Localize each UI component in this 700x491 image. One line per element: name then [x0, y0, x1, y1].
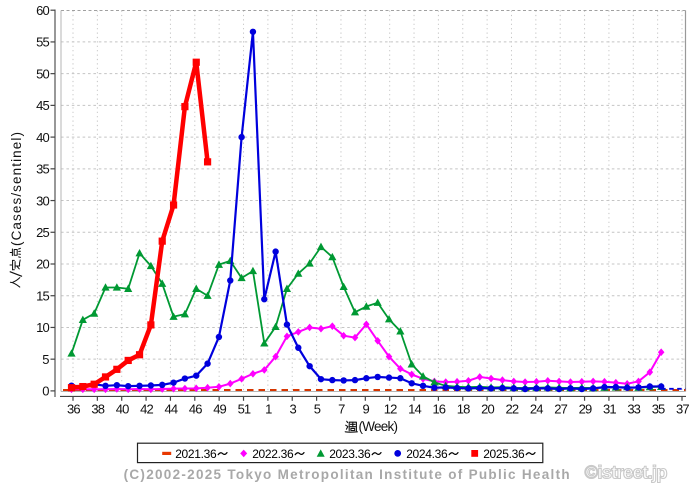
svg-text:0: 0 — [42, 3, 49, 18]
svg-text:6: 6 — [36, 3, 43, 18]
svg-text:5: 5 — [238, 402, 245, 417]
svg-text:1: 1 — [36, 288, 43, 303]
svg-text:6: 6 — [195, 402, 202, 417]
svg-text:0: 0 — [122, 402, 129, 417]
svg-text:1: 1 — [408, 402, 415, 417]
svg-text:7: 7 — [682, 402, 689, 417]
svg-text:2: 2 — [579, 402, 586, 417]
svg-text:2024.36: 2024.36 — [406, 447, 448, 461]
svg-text:4: 4 — [414, 402, 421, 417]
svg-text:2: 2 — [390, 402, 397, 417]
svg-text:3: 3 — [634, 402, 641, 417]
svg-text:9: 9 — [220, 402, 227, 417]
svg-text:3: 3 — [652, 402, 659, 417]
svg-text:3: 3 — [36, 193, 43, 208]
svg-text:5: 5 — [36, 35, 43, 50]
svg-text:5: 5 — [42, 162, 49, 177]
svg-text:3: 3 — [289, 402, 296, 417]
svg-text:2025.36: 2025.36 — [483, 447, 525, 461]
svg-text:3: 3 — [676, 402, 683, 417]
svg-text:5: 5 — [42, 225, 49, 240]
svg-text:4: 4 — [116, 402, 123, 417]
svg-text:4: 4 — [140, 402, 147, 417]
svg-text:2022.36: 2022.36 — [252, 447, 294, 461]
svg-text:4: 4 — [189, 402, 196, 417]
svg-text:3: 3 — [627, 402, 634, 417]
svg-text:1: 1 — [384, 402, 391, 417]
svg-text:5: 5 — [42, 288, 49, 303]
svg-text:5: 5 — [42, 35, 49, 50]
svg-text:4: 4 — [164, 402, 171, 417]
svg-text:1: 1 — [244, 402, 251, 417]
svg-text:4: 4 — [36, 98, 43, 113]
svg-text:5: 5 — [314, 402, 321, 417]
svg-text:2: 2 — [506, 402, 513, 417]
svg-text:1: 1 — [432, 402, 439, 417]
svg-text:4: 4 — [36, 130, 43, 145]
svg-text:3: 3 — [603, 402, 610, 417]
svg-text:2: 2 — [530, 402, 537, 417]
svg-text:4: 4 — [213, 402, 220, 417]
svg-text:1: 1 — [36, 320, 43, 335]
svg-text:4: 4 — [171, 402, 178, 417]
svg-text:8: 8 — [463, 402, 470, 417]
svg-text:9: 9 — [363, 402, 370, 417]
svg-text:2: 2 — [512, 402, 519, 417]
svg-text:0: 0 — [488, 402, 495, 417]
svg-text:0: 0 — [42, 320, 49, 335]
svg-text:2: 2 — [481, 402, 488, 417]
svg-text:(C)2002-2025 Tokyo Metropolita: (C)2002-2025 Tokyo Metropolitan Institut… — [124, 467, 570, 482]
svg-text:8: 8 — [98, 402, 105, 417]
svg-text:2: 2 — [36, 257, 43, 272]
svg-text:6: 6 — [73, 402, 80, 417]
svg-text:3: 3 — [91, 402, 98, 417]
svg-text:7: 7 — [338, 402, 345, 417]
svg-text:2023.36: 2023.36 — [329, 447, 371, 461]
svg-text:0: 0 — [42, 384, 49, 399]
svg-text:6: 6 — [439, 402, 446, 417]
svg-text:1: 1 — [609, 402, 616, 417]
svg-text:2: 2 — [146, 402, 153, 417]
svg-text:5: 5 — [42, 352, 49, 367]
svg-text:9: 9 — [585, 402, 592, 417]
svg-text:0: 0 — [42, 130, 49, 145]
svg-text:0: 0 — [42, 257, 49, 272]
svg-text:(Cases/sentinel): (Cases/sentinel) — [9, 132, 24, 246]
svg-text:(Week): (Week) — [359, 419, 399, 434]
svg-text:0: 0 — [42, 193, 49, 208]
svg-text:©istreet.jp: ©istreet.jp — [585, 461, 668, 482]
svg-text:1: 1 — [457, 402, 464, 417]
svg-text:0: 0 — [42, 66, 49, 81]
svg-text:3: 3 — [67, 402, 74, 417]
svg-text:2: 2 — [554, 402, 561, 417]
svg-text:5: 5 — [42, 98, 49, 113]
svg-text:4: 4 — [536, 402, 543, 417]
svg-text:5: 5 — [658, 402, 665, 417]
svg-text:1: 1 — [265, 402, 272, 417]
svg-text:5: 5 — [36, 66, 43, 81]
svg-text:3: 3 — [36, 162, 43, 177]
svg-text:7: 7 — [561, 402, 568, 417]
svg-text:2: 2 — [36, 225, 43, 240]
svg-text:2021.36: 2021.36 — [175, 447, 217, 461]
